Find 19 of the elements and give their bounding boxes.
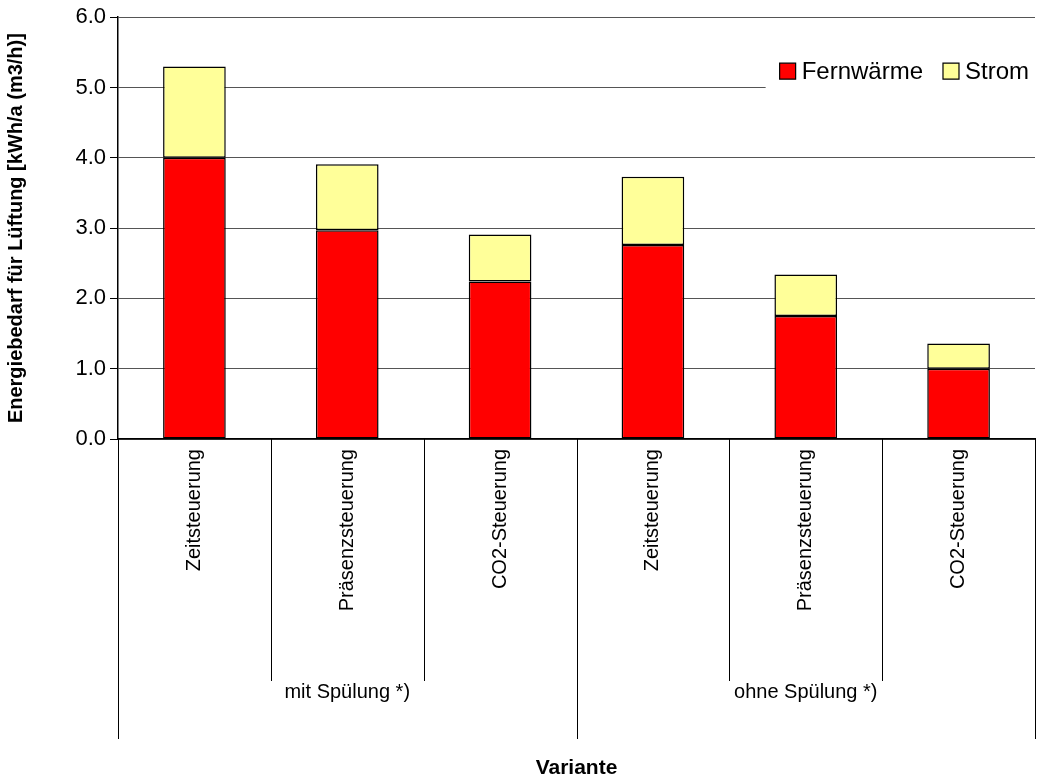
x-tick-label: Zeitsteuerung (181, 449, 204, 572)
x-tick-label: CO2-Steuerung (487, 449, 510, 590)
text: mit Spülung *) (284, 679, 411, 702)
text: Variante (535, 755, 618, 779)
text: ohne Spülung *) (734, 679, 878, 702)
y-tick-label: 6.0 (75, 3, 106, 29)
x-tick-label: Präsenzsteuerung (793, 449, 816, 612)
y-axis-title: Energiebedarf für Lüftung [kWh/a (m3/h)] (3, 33, 26, 424)
y-tick-label: 3.0 (75, 214, 106, 240)
x-tick-label: Präsenzsteuerung (334, 449, 357, 612)
x-tick-label: Zeitsteuerung (640, 449, 663, 572)
x-tick-label: CO2-Steuerung (946, 449, 969, 590)
legend-label: Fernwärme (801, 56, 923, 84)
y-tick-label: 2.0 (75, 284, 106, 310)
y-tick-label: 5.0 (75, 73, 106, 99)
y-tick-label: 4.0 (75, 143, 106, 169)
legend-label: Strom (964, 56, 1030, 84)
y-tick-label: 1.0 (75, 354, 106, 380)
y-tick-label: 0.0 (75, 425, 106, 451)
